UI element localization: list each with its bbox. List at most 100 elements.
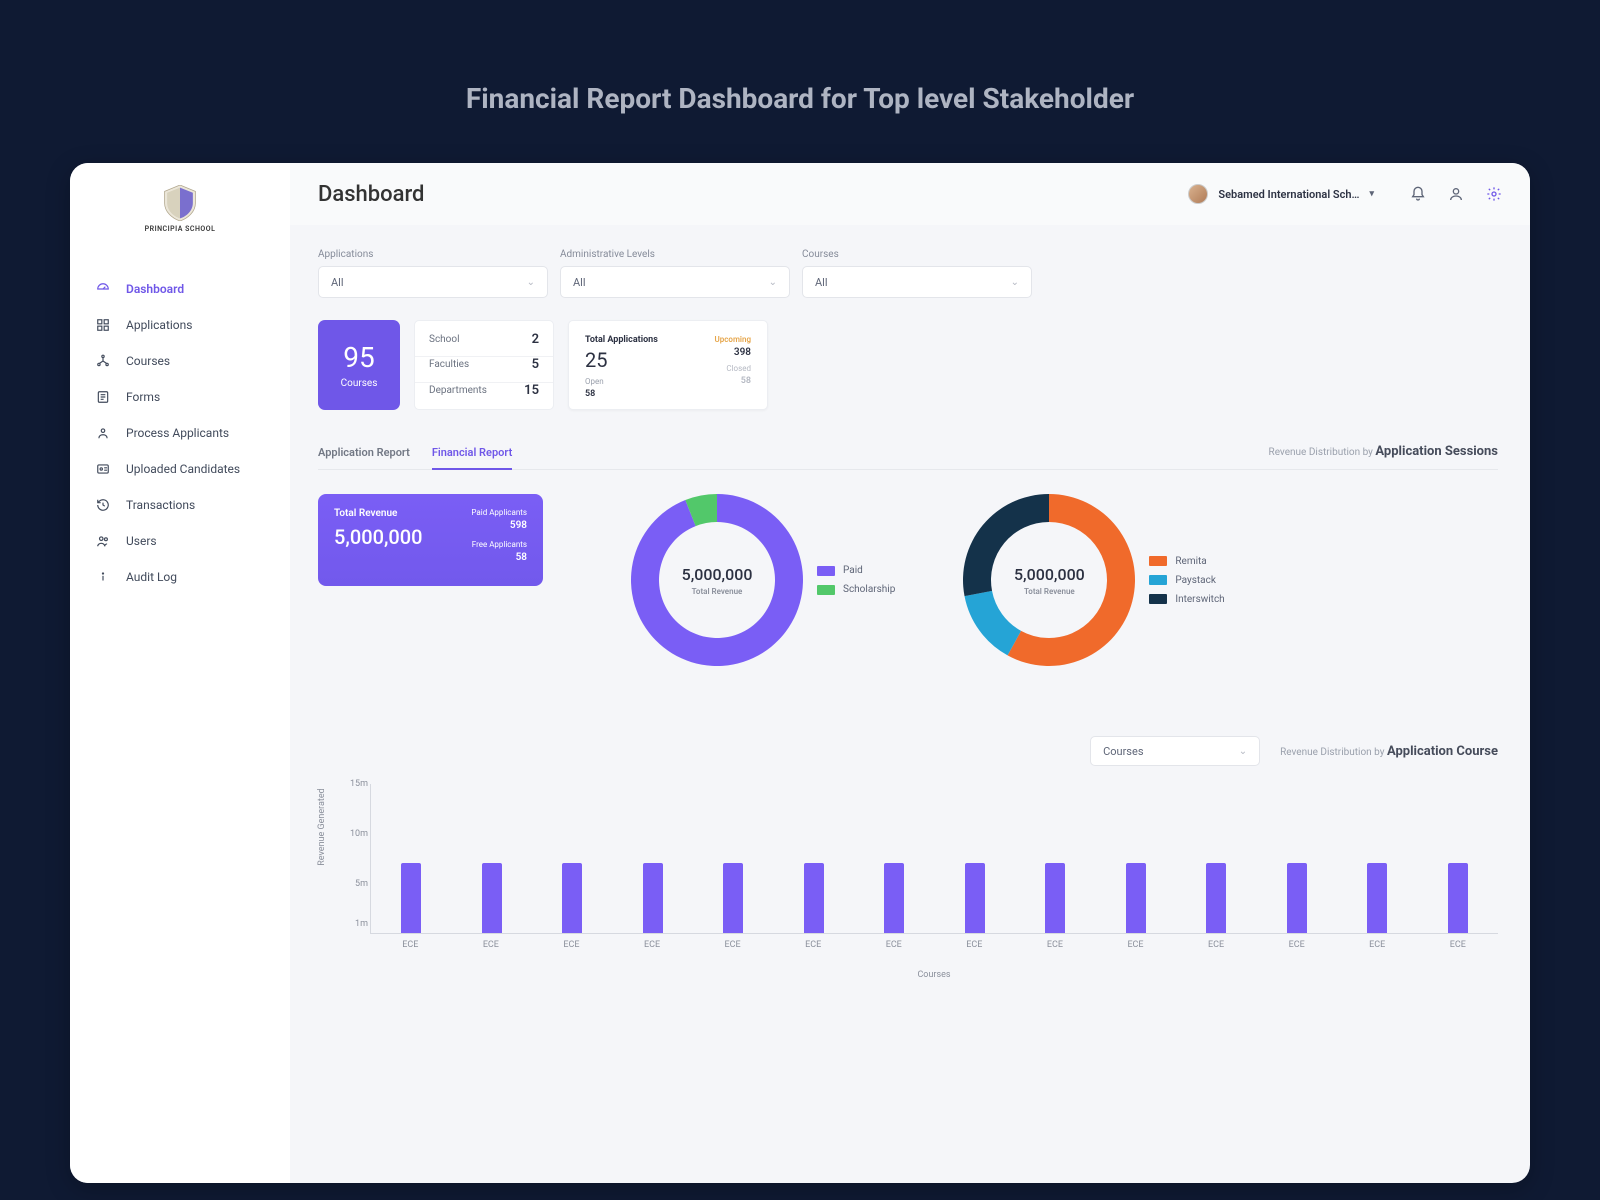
bar xyxy=(1045,863,1065,933)
donut1-legend: Paid Scholarship xyxy=(817,565,895,595)
x-label: ECE xyxy=(531,940,612,950)
apps-open-label: Open xyxy=(585,377,658,386)
filter-courses[interactable]: All ⌄ xyxy=(802,266,1032,298)
brand-logo-icon xyxy=(164,185,196,221)
legend-swatch xyxy=(1149,594,1167,604)
x-label: ECE xyxy=(1015,940,1096,950)
donut-gateways: 5,000,000 Total Revenue RemitaPaystackIn… xyxy=(963,494,1224,666)
rev-paid-value: 598 xyxy=(471,520,527,531)
revenue-section: Total Revenue 5,000,000 Paid Applicants … xyxy=(318,494,1498,666)
legend-swatch xyxy=(817,585,835,595)
bar xyxy=(804,863,824,933)
apps-total: 25 xyxy=(585,348,658,372)
bar xyxy=(1287,863,1307,933)
x-axis-title: Courses xyxy=(370,970,1498,980)
applications-card: Total Applications 25 Open 58 Upcoming 3… xyxy=(568,320,768,410)
user-icon[interactable] xyxy=(1448,186,1464,202)
rev-free-value: 58 xyxy=(471,552,527,563)
apps-upcoming-label: Upcoming xyxy=(715,335,752,344)
x-label: ECE xyxy=(853,940,934,950)
sidebar: PRINCIPIA SCHOOL DashboardApplicationsCo… xyxy=(70,163,290,1183)
filter-label-adminlevels: Administrative Levels xyxy=(560,249,790,260)
sidebar-item-process-applicants[interactable]: Process Applicants xyxy=(70,415,290,451)
courses-card: 95 Courses xyxy=(318,320,400,410)
org-stat-row: Departments15 xyxy=(415,382,553,398)
sidebar-item-courses[interactable]: Courses xyxy=(70,343,290,379)
legend-item: Paid xyxy=(817,565,895,576)
sidebar-item-dashboard[interactable]: Dashboard xyxy=(70,271,290,307)
filter-applications[interactable]: All ⌄ xyxy=(318,266,548,298)
courses-count: 95 xyxy=(343,341,374,374)
org-stat-label: Faculties xyxy=(429,359,469,370)
x-label: ECE xyxy=(1176,940,1257,950)
legend-label: Remita xyxy=(1175,556,1206,567)
bell-icon[interactable] xyxy=(1410,186,1426,202)
account-name: Sebamed International Sch… xyxy=(1218,188,1359,201)
sidebar-item-transactions[interactable]: Transactions xyxy=(70,487,290,523)
rev-dist-prefix: Revenue Distribution by xyxy=(1280,747,1387,758)
tabs-row: Application ReportFinancial Report Reven… xyxy=(318,444,1498,470)
legend-label: Paystack xyxy=(1175,575,1216,586)
rev-free-label: Free Applicants xyxy=(471,540,527,549)
apps-open-value: 58 xyxy=(585,389,658,399)
gear-icon[interactable] xyxy=(1486,186,1502,202)
apps-closed-label: Closed xyxy=(726,364,751,373)
sidebar-item-label: Forms xyxy=(126,390,160,404)
legend-swatch xyxy=(1149,575,1167,585)
bar xyxy=(965,863,985,933)
org-stat-row: Faculties 5 xyxy=(415,356,553,372)
bar xyxy=(482,863,502,933)
chevron-down-icon: ▾ xyxy=(1369,189,1374,199)
donut2-value: 5,000,000 xyxy=(1014,565,1085,584)
chevron-down-icon: ⌄ xyxy=(527,277,535,288)
bar xyxy=(1126,863,1146,933)
tab-application-report[interactable]: Application Report xyxy=(318,446,410,469)
apps-title: Total Applications xyxy=(585,335,658,345)
bar-courses-selector[interactable]: Courses ⌄ xyxy=(1090,736,1260,766)
grid-icon xyxy=(96,318,110,332)
legend-label: Paid xyxy=(843,565,863,576)
legend-swatch xyxy=(817,566,835,576)
sidebar-item-label: Dashboard xyxy=(126,282,184,296)
sidebar-item-uploaded-candidates[interactable]: Uploaded Candidates xyxy=(70,451,290,487)
courses-label: Courses xyxy=(341,378,378,389)
sidebar-item-users[interactable]: Users xyxy=(70,523,290,559)
chevron-down-icon: ⌄ xyxy=(1011,277,1019,288)
filter-label-applications: Applications xyxy=(318,249,548,260)
rev-paid-label: Paid Applicants xyxy=(471,508,527,517)
sidebar-item-label: Applications xyxy=(126,318,192,332)
users-icon xyxy=(96,534,110,548)
tab-financial-report[interactable]: Financial Report xyxy=(432,446,512,470)
legend-item: Paystack xyxy=(1149,575,1224,586)
x-label: ECE xyxy=(773,940,854,950)
sidebar-item-audit-log[interactable]: Audit Log xyxy=(70,559,290,595)
org-stat-value: 5 xyxy=(532,357,539,372)
org-stat-value: 15 xyxy=(524,383,539,398)
sidebar-item-forms[interactable]: Forms xyxy=(70,379,290,415)
bar-chart: Revenue Generated 15m10m5m1m ECEECEECEEC… xyxy=(318,784,1498,984)
chevron-down-icon: ⌄ xyxy=(769,277,777,288)
account-switcher[interactable]: Sebamed International Sch… ▾ xyxy=(1188,184,1374,204)
bar-section-header: Courses ⌄ Revenue Distribution by Applic… xyxy=(318,736,1498,766)
rev-card-value: 5,000,000 xyxy=(334,525,423,549)
bar xyxy=(1448,863,1468,933)
main: Dashboard Sebamed International Sch… ▾ xyxy=(290,163,1530,1183)
org-stat-value: 2 xyxy=(532,332,539,347)
legend-item: Remita xyxy=(1149,556,1224,567)
filter-adminlevels[interactable]: All ⌄ xyxy=(560,266,790,298)
selector-value: Courses xyxy=(1103,745,1143,758)
sidebar-item-label: Users xyxy=(126,534,157,548)
legend-label: Scholarship xyxy=(843,584,895,595)
y-tick: 5m xyxy=(355,879,368,889)
chevron-down-icon: ⌄ xyxy=(1239,746,1247,757)
sidebar-item-label: Process Applicants xyxy=(126,426,229,440)
y-tick: 15m xyxy=(350,779,368,789)
x-label: ECE xyxy=(692,940,773,950)
tree-icon xyxy=(96,354,110,368)
x-label: ECE xyxy=(934,940,1015,950)
sidebar-item-applications[interactable]: Applications xyxy=(70,307,290,343)
topbar: Dashboard Sebamed International Sch… ▾ xyxy=(290,163,1530,225)
rev-card-title: Total Revenue xyxy=(334,508,423,519)
card-icon xyxy=(96,462,110,476)
filter-value: All xyxy=(331,276,344,289)
